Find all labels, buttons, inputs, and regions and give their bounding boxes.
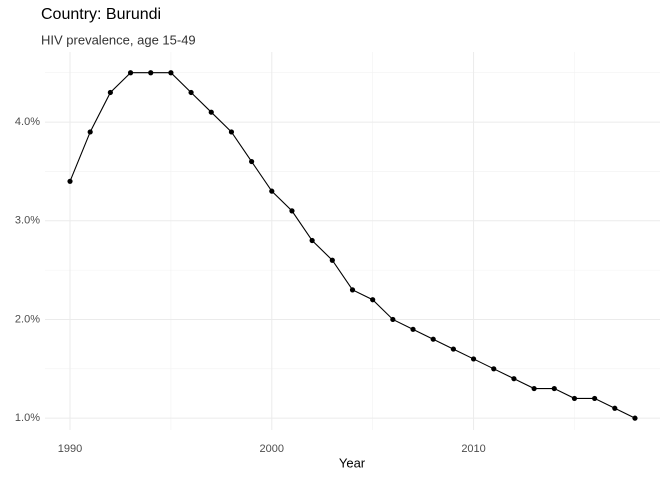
y-tick-label: 2.0% xyxy=(15,313,40,325)
point xyxy=(370,297,376,303)
point xyxy=(410,326,416,332)
chart-title: Country: Burundi xyxy=(41,6,161,23)
x-tick-label: 2000 xyxy=(260,443,284,455)
point xyxy=(309,237,315,244)
point xyxy=(188,89,194,96)
point xyxy=(107,89,113,96)
line xyxy=(69,72,636,419)
point xyxy=(127,70,134,76)
point xyxy=(148,70,154,76)
x-tick-label: 1990 xyxy=(58,443,82,455)
point xyxy=(249,158,255,165)
point xyxy=(430,336,436,342)
x-tick-label: 2010 xyxy=(461,443,485,455)
point xyxy=(168,70,174,76)
point xyxy=(511,376,517,382)
point xyxy=(208,109,214,115)
point xyxy=(349,287,356,293)
point xyxy=(269,188,275,194)
point xyxy=(531,385,537,392)
point xyxy=(612,405,618,411)
y-tick-label: 4.0% xyxy=(15,116,40,128)
point xyxy=(87,129,93,135)
y-tick-label: 3.0% xyxy=(15,215,40,227)
point xyxy=(632,415,638,421)
point xyxy=(491,366,497,372)
point xyxy=(592,395,598,402)
point xyxy=(450,346,456,352)
point xyxy=(67,178,73,184)
point xyxy=(470,356,477,362)
point xyxy=(228,129,235,135)
chart-subtitle: HIV prevalence, age 15-49 xyxy=(41,32,196,47)
x-axis-label: Year xyxy=(339,455,366,470)
point xyxy=(390,316,396,323)
point xyxy=(289,208,295,214)
y-tick-label: 1.0% xyxy=(15,412,40,424)
point xyxy=(329,257,335,263)
point xyxy=(571,395,578,402)
point xyxy=(551,385,557,392)
